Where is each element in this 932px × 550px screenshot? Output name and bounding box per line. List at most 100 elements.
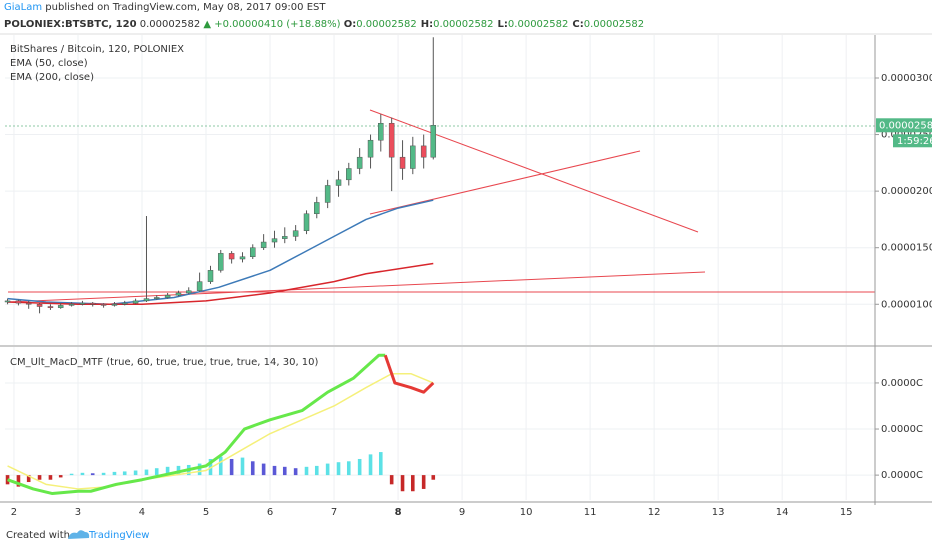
ohlc-key: H: (420, 19, 434, 30)
candle-body (260, 241, 267, 248)
histogram-bar (250, 461, 255, 476)
candle-body (367, 139, 374, 158)
x-tick-label: 8 (395, 507, 402, 518)
histogram-bar (122, 471, 127, 476)
histogram-bar (48, 475, 53, 480)
histogram-bar (37, 475, 42, 480)
histogram-bar (314, 465, 319, 476)
candle-body (132, 300, 139, 304)
histogram-bar (421, 475, 426, 489)
histogram-bar (133, 470, 138, 476)
candle-body (196, 281, 203, 291)
x-tick-label: 2 (11, 507, 17, 518)
x-tick-label: 5 (203, 507, 209, 518)
author[interactable]: GiaLam (4, 2, 43, 13)
candle-body (175, 292, 182, 296)
histogram-bar (325, 463, 330, 476)
candle-body (399, 156, 406, 169)
histogram-bar (229, 458, 234, 476)
histogram-bar (400, 475, 405, 492)
histogram-bar (293, 468, 298, 476)
candle-body (164, 294, 171, 298)
y-tick-label: 0.0000C (881, 378, 923, 389)
symbol-line: POLONIEX:BTSBTC, 120 0.00002582 ▲ +0.000… (4, 19, 648, 30)
histogram-bar (282, 466, 287, 476)
ohlc-key: L: (497, 19, 508, 30)
histogram-bar (272, 465, 277, 476)
histogram-bar (101, 472, 106, 476)
x-tick-label: 10 (520, 507, 533, 518)
histogram-bar (90, 473, 95, 476)
candle-body (89, 302, 96, 305)
candle-body (228, 253, 235, 260)
candle-body (324, 185, 331, 203)
y-tick-label: 0.0000C (881, 470, 923, 481)
indicator-line (7, 372, 434, 490)
trend-line (369, 109, 699, 233)
candle-body (282, 236, 288, 239)
x-tick-label: 13 (712, 507, 725, 518)
last: 0.00002582 (139, 19, 201, 30)
histogram-bar (218, 456, 223, 476)
candle-body (143, 298, 150, 302)
x-tick-label: 14 (776, 507, 789, 518)
pane-title: CM_Ult_MacD_MTF (true, 60, true, true, t… (10, 357, 319, 368)
candle-body (292, 230, 299, 237)
footer-brand[interactable]: TradingView (88, 530, 149, 541)
histogram-bar (240, 457, 245, 476)
candle-body (271, 238, 278, 243)
histogram-bar (144, 469, 149, 476)
histogram-bar (410, 475, 415, 492)
publish-text: published on TradingView.com, May 08, 20… (45, 2, 326, 13)
candle-body (239, 256, 246, 260)
histogram-bar (261, 463, 266, 476)
histogram-bar (368, 454, 373, 476)
candle-body (153, 297, 160, 299)
legend-entry: EMA (200, close) (10, 72, 94, 83)
histogram-bar (112, 471, 117, 476)
histogram-bar (389, 475, 394, 485)
ohlc-value: 0.00002582 (507, 19, 569, 30)
candle-body (249, 247, 256, 258)
candle-body (25, 302, 32, 305)
indicator-line (7, 262, 434, 306)
x-tick-label: 9 (459, 507, 465, 518)
x-tick-label: 7 (331, 507, 337, 518)
candle-body (346, 168, 352, 181)
candle-body (15, 300, 22, 304)
histogram-bar (16, 475, 21, 487)
candle-body (111, 304, 118, 306)
x-tick-label: 4 (139, 507, 145, 518)
histogram-bar (26, 475, 31, 483)
y-tick-label: 0.00003000 (881, 73, 932, 84)
countdown-box (893, 134, 932, 148)
candle-body (378, 122, 384, 141)
symbol: POLONIEX:BTSBTC, 120 (4, 19, 137, 30)
histogram-bar (208, 458, 213, 476)
indicator-line (7, 199, 434, 306)
candle-body (4, 300, 11, 303)
histogram-bar (154, 468, 159, 476)
y-tick-label: 0.0000C (881, 424, 923, 435)
histogram-bar (378, 452, 383, 476)
candle-body (303, 213, 310, 231)
candle-body (430, 125, 437, 158)
candle-body (100, 304, 107, 306)
x-tick-label: 15 (840, 507, 853, 518)
histogram-bar (336, 462, 341, 476)
pane-title: BitShares / Bitcoin, 120, POLONIEX (10, 44, 184, 55)
histogram-bar (69, 473, 74, 476)
histogram-bar (58, 475, 63, 478)
ohlc-value: 0.00002582 (433, 19, 494, 30)
indicator-line (383, 354, 435, 394)
histogram-bar (346, 461, 351, 476)
histogram-bar (357, 458, 362, 476)
legend-entry: EMA (50, close) (10, 58, 88, 69)
candle-body (36, 304, 43, 307)
x-tick-label: 12 (648, 507, 661, 518)
